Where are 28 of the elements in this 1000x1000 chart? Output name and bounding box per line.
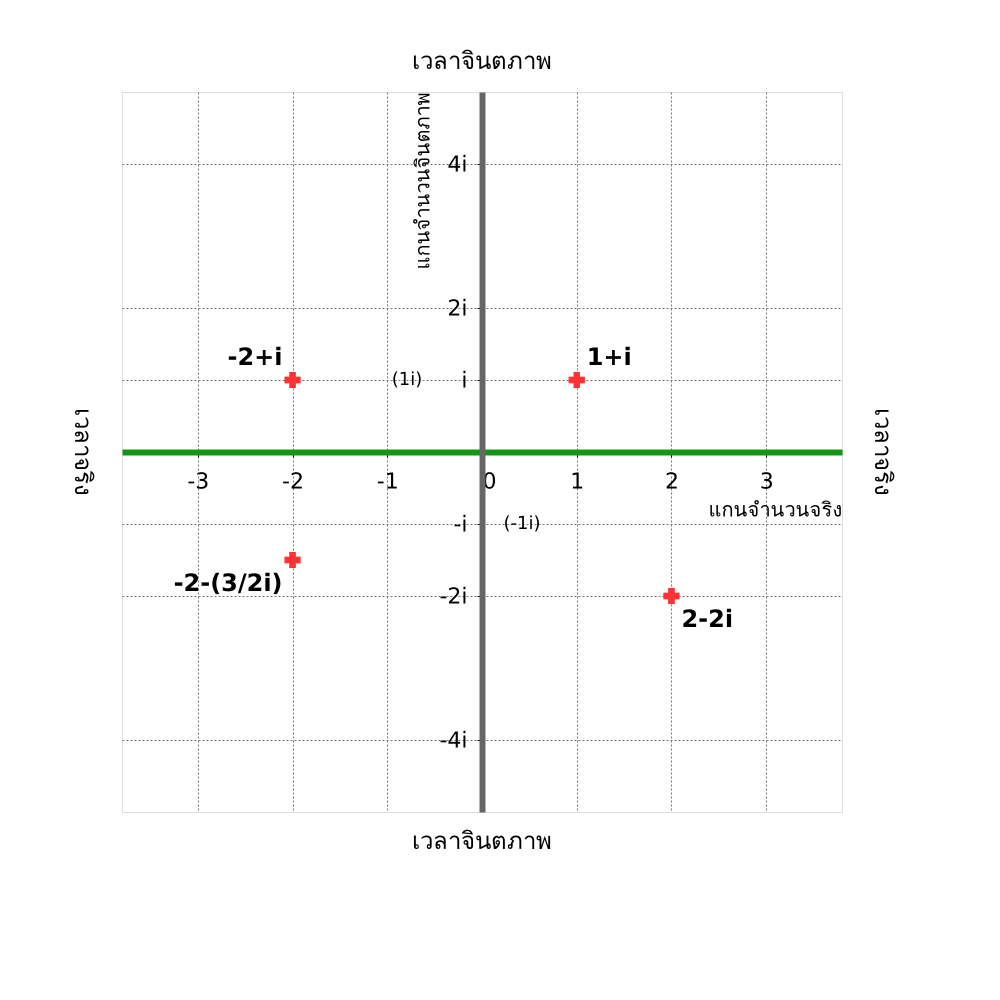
data-label: 1+i: [586, 343, 632, 371]
text: เวลาจินตภาพ: [412, 827, 552, 855]
y-tick-label: i: [461, 368, 468, 394]
data-label: 2-2i: [681, 605, 734, 633]
y-tick-label: -2i: [439, 584, 468, 610]
y-tick-label: -i: [453, 512, 468, 538]
x-tick-label: 3: [760, 470, 774, 494]
y-tick-label: 4i: [447, 152, 468, 178]
y-tick-label: -4i: [439, 728, 468, 754]
point: [663, 588, 680, 604]
x-tick-label: -1: [376, 470, 399, 494]
point: [284, 372, 301, 388]
x-axis-title: แกนจำนวนจริง: [708, 498, 842, 522]
text: เวลาจริง: [869, 408, 897, 496]
annotation: (-1i): [504, 513, 540, 534]
y-tick-label: 2i: [447, 296, 468, 322]
x-tick-label: -2: [282, 470, 304, 494]
data-label: -2+i: [228, 343, 283, 371]
text: เวลาจริง: [69, 408, 97, 496]
x-tick-label: 1: [570, 470, 584, 494]
y-axis-title: แกนจำนวนจินตภาพ: [410, 92, 434, 270]
text: เวลาจินตภาพ: [412, 47, 552, 75]
data-label: -2-(3/2i): [174, 569, 283, 597]
x-tick-label: 2: [664, 470, 679, 494]
annotation: (1i): [392, 369, 422, 390]
point: [568, 372, 585, 388]
point: [284, 552, 301, 568]
x-tick-label: -3: [187, 470, 210, 494]
